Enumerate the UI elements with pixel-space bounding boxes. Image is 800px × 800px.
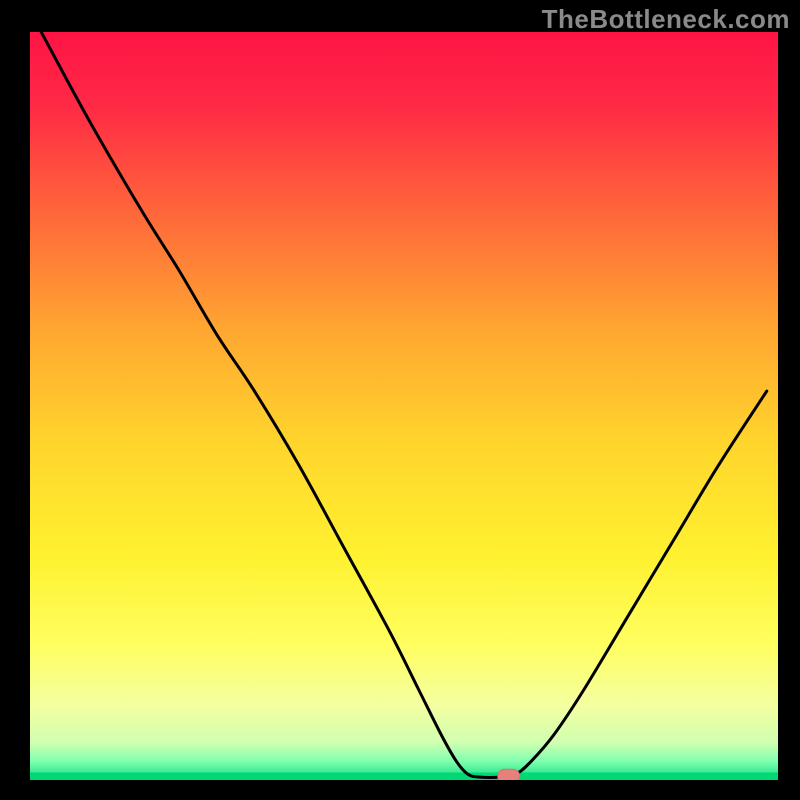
- watermark-text: TheBottleneck.com: [542, 4, 790, 35]
- baseline-band: [30, 773, 778, 780]
- bottleneck-chart: [30, 32, 778, 780]
- min-marker: [498, 769, 520, 780]
- chart-background: [30, 32, 778, 780]
